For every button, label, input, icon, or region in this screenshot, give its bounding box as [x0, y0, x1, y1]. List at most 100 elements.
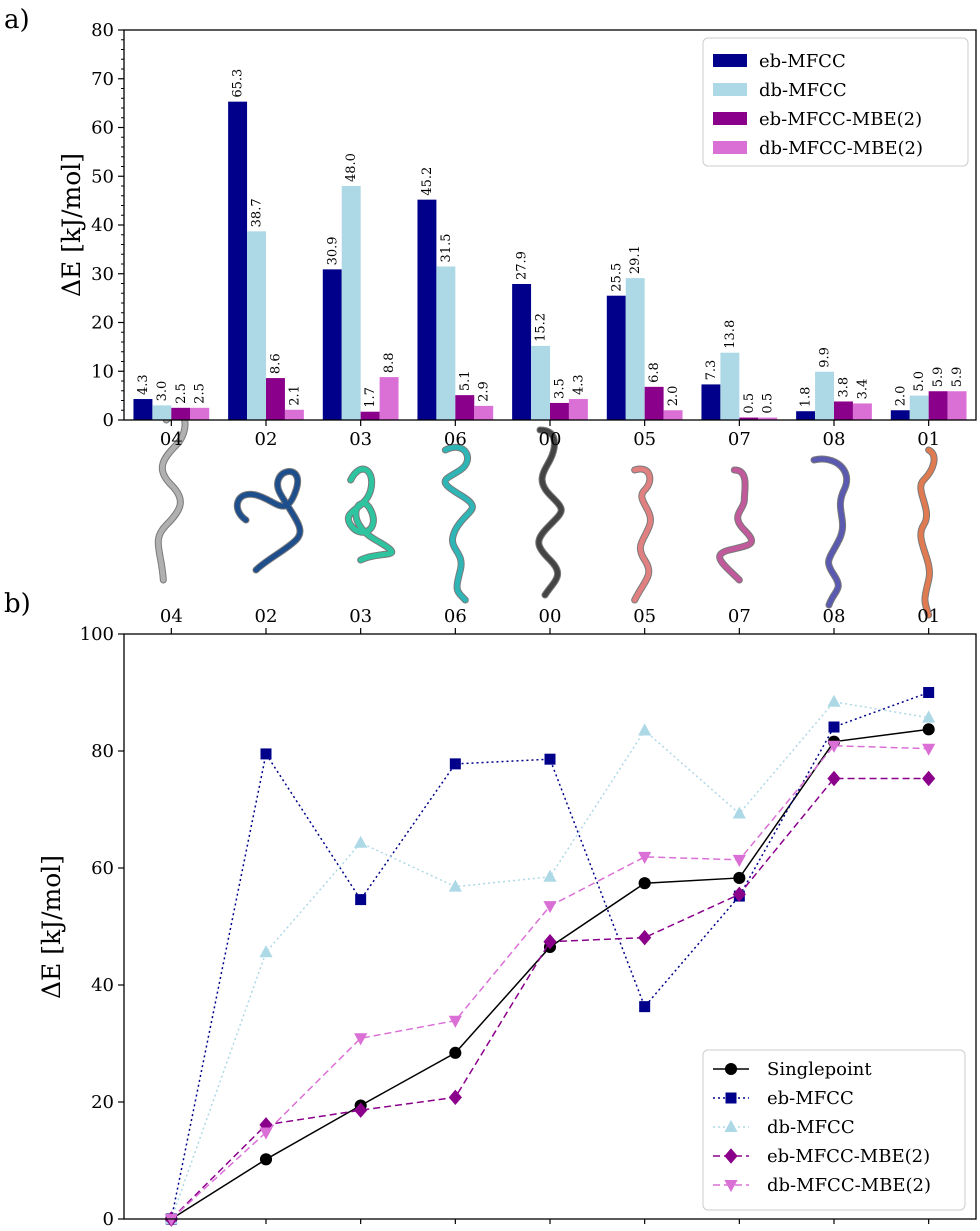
legend-entry: Singlepoint: [767, 1059, 872, 1080]
marker-triangle-up: [543, 869, 557, 882]
bar-data-label: 8.6: [268, 353, 283, 374]
panel-b-ticks: 0 20 40 60 80 100 04 02 03 06 00 05 07 08 01: [80, 606, 940, 1230]
bar-data-label: 9.9: [818, 347, 833, 368]
marker-square: [725, 1092, 737, 1104]
bar: [360, 411, 380, 420]
x-tick-label: 06: [444, 429, 467, 450]
protein-structure-02: [233, 468, 304, 574]
bar: [758, 417, 778, 420]
bar: [190, 407, 210, 420]
marker-diamond: [543, 934, 557, 950]
bar-data-label: 2.0: [893, 386, 908, 407]
x-tick-label-top: 08: [823, 606, 846, 627]
bar: [171, 407, 191, 420]
bar: [796, 411, 816, 420]
legend-box: [702, 1049, 966, 1211]
legend-swatch: [713, 112, 747, 125]
panel-b-label: b): [4, 589, 31, 619]
y-tick-label: 20: [91, 1092, 114, 1113]
marker-triangle-down: [259, 1127, 273, 1140]
panel-a-ticks: 0 10 20 30 40 50 60 70 80 04 02 03 06 00 05 07 08 01: [91, 20, 940, 450]
bar: [644, 386, 664, 420]
bar: [512, 283, 532, 420]
panel-b-lines: [164, 687, 936, 1227]
bar: [568, 399, 588, 420]
bar: [720, 352, 740, 420]
bar: [266, 378, 285, 420]
bar: [701, 384, 721, 420]
marker-diamond: [638, 929, 652, 946]
y-tick-label: 30: [91, 264, 114, 285]
x-tick-label-top: 03: [349, 606, 372, 627]
marker-triangle-down: [354, 1033, 368, 1046]
bar: [228, 101, 248, 420]
structure-ribbon: [442, 445, 475, 603]
bar: [815, 371, 834, 420]
marker-triangle-up: [922, 710, 936, 723]
bar: [606, 295, 626, 420]
y-tick-label: 20: [91, 313, 114, 334]
marker-diamond: [448, 1089, 462, 1106]
bar: [834, 401, 853, 420]
x-tick-label-top: 00: [539, 606, 562, 627]
y-tick-label: 60: [91, 118, 114, 139]
protein-structure-03: [344, 465, 396, 564]
bar: [152, 405, 172, 420]
x-tick-label: 08: [823, 429, 846, 450]
structure-ribbon: [155, 410, 188, 583]
bar-data-label: 5.9: [931, 367, 946, 388]
marker-circle: [449, 1046, 462, 1059]
legend-swatch: [713, 83, 747, 96]
y-tick-label: 80: [91, 20, 114, 41]
marker-diamond: [259, 1117, 273, 1133]
panel-a-bars: 4.3 65.3 30.9 45.2 27.9 25.5 7.3 1.8 2.0 3.0 38.7 4…: [133, 69, 967, 420]
bar-data-label: 5.0: [912, 371, 927, 392]
protein-structure-07: [716, 466, 755, 584]
bar-data-label: 48.0: [344, 153, 359, 182]
bar-data-label: 5.9: [950, 367, 965, 388]
marker-triangle-down: [448, 1015, 462, 1028]
marker-triangle-down: [922, 743, 936, 756]
bar: [247, 231, 266, 420]
x-tick-label-top: 07: [728, 606, 751, 627]
bar: [890, 410, 910, 420]
marker-square: [923, 687, 935, 698]
structure-ribbon: [632, 466, 653, 603]
x-tick-label: 01: [917, 429, 940, 450]
marker-triangle-down: [638, 851, 652, 865]
legend-entry: db-MFCC-MBE(2): [759, 138, 923, 159]
bar-data-label: 2.5: [174, 383, 189, 404]
protein-structure-01: [917, 446, 938, 619]
bar: [550, 402, 569, 420]
marker-triangle-up: [827, 694, 841, 707]
y-tick-label: 40: [91, 215, 114, 236]
bar-data-label: 2.1: [287, 385, 302, 406]
legend-entry: db-MFCC-MBE(2): [767, 1175, 931, 1196]
x-tick-label-top: 05: [633, 606, 656, 627]
bar: [133, 399, 153, 420]
bar-data-label: 2.5: [193, 383, 208, 404]
protein-structure-04: [154, 409, 189, 584]
y-tick-label: 60: [91, 858, 114, 879]
bar: [436, 266, 456, 420]
panel-a-label: a): [4, 5, 30, 35]
legend-box: [702, 37, 969, 167]
bar-data-label: 30.9: [325, 236, 340, 265]
x-tick-label-top: 06: [444, 606, 467, 627]
bar-data-label: 2.0: [666, 386, 681, 407]
bar-data-label: 3.4: [855, 379, 870, 400]
bar: [663, 410, 683, 420]
bar: [739, 417, 759, 420]
marker-circle: [922, 723, 935, 736]
bar: [852, 403, 872, 420]
panel-b-legend: Singlepoint eb-MFCC db-MFCC eb-MFCC-MBE(2) d…: [702, 1049, 966, 1211]
panel-a-legend: eb-MFCC db-MFCC eb-MFCC-MBE(2) db-MFCC-MBE(…: [702, 37, 969, 167]
bar-data-label: 15.2: [534, 313, 549, 342]
y-tick-label: 100: [80, 624, 114, 645]
legend-entry: eb-MFCC-MBE(2): [767, 1146, 930, 1167]
bar: [947, 391, 967, 420]
marker-circle: [733, 871, 746, 884]
bar-data-label: 1.7: [363, 387, 378, 408]
x-tick-label: 00: [539, 429, 562, 450]
marker-circle: [638, 877, 651, 890]
